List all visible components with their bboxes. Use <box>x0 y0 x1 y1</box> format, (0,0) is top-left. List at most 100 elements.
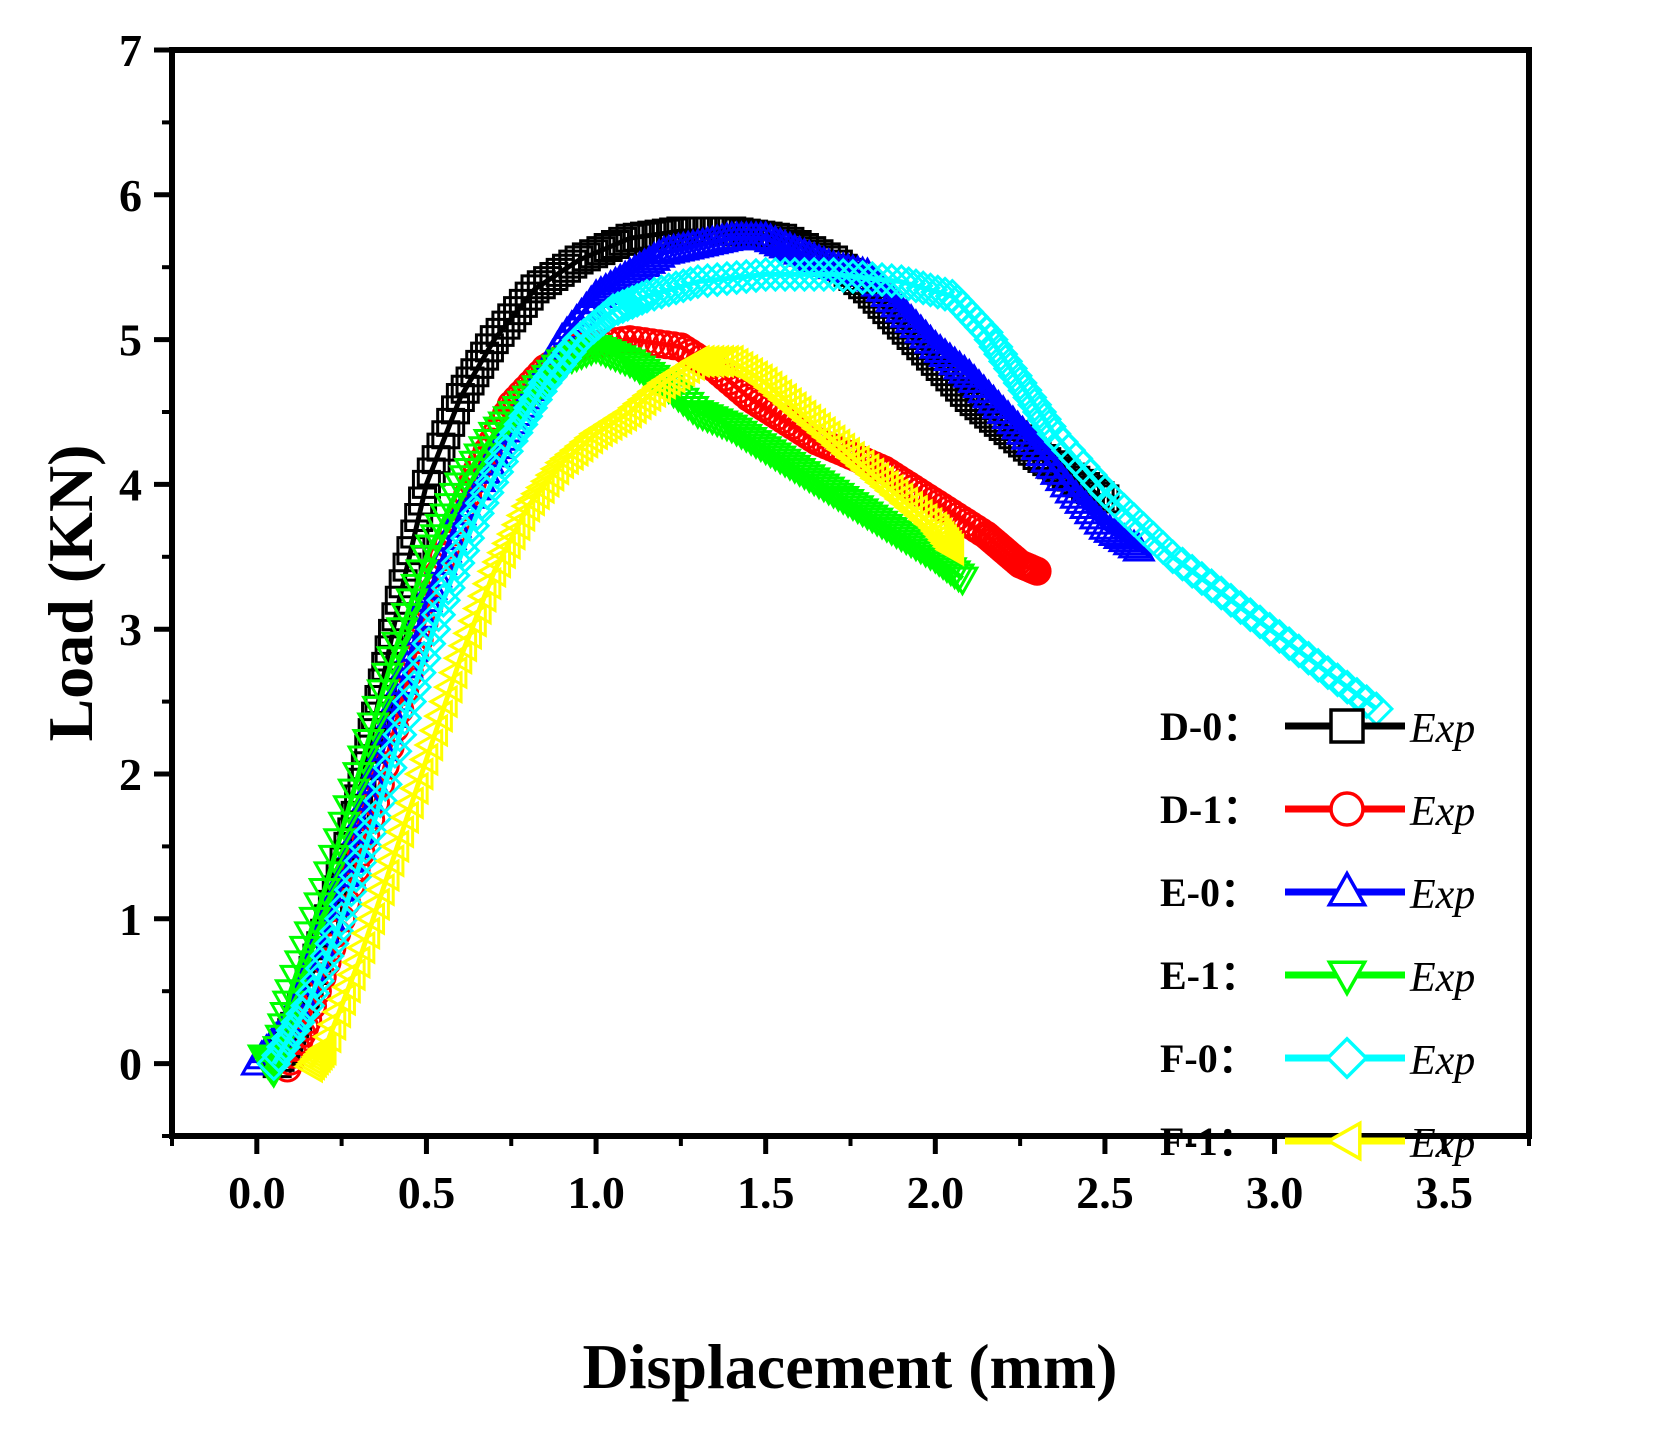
marker-F-0 <box>604 288 641 325</box>
marker-F-0 <box>1007 372 1043 409</box>
marker-F-0 <box>1290 640 1327 676</box>
marker-F-0 <box>1261 618 1298 655</box>
marker-F-1 <box>505 498 536 533</box>
marker-E-0 <box>777 232 812 263</box>
marker-D-1 <box>644 329 674 359</box>
legend-marker <box>1326 870 1368 907</box>
marker-D-0 <box>551 253 581 283</box>
marker-F-0 <box>595 292 631 329</box>
marker-F-0 <box>629 278 665 314</box>
marker-F-1 <box>500 507 531 542</box>
marker-F-0 <box>689 262 726 299</box>
legend-exp-label: Exp <box>1409 706 1475 752</box>
x-tick-label: 0.0 <box>228 1167 286 1218</box>
series-line-F-0 <box>271 271 1378 1065</box>
legend-label: D-1： <box>1160 787 1262 832</box>
marker-F-0 <box>997 358 1034 394</box>
marker-F-1 <box>408 742 439 777</box>
marker-F-1 <box>432 670 463 704</box>
marker-F-1 <box>490 526 521 561</box>
marker-F-0 <box>299 963 336 999</box>
marker-F-0 <box>624 280 660 316</box>
marker-F-0 <box>294 975 331 1011</box>
marker-F-0 <box>912 272 949 308</box>
marker-F-0 <box>1174 553 1210 590</box>
marker-F-0 <box>1021 394 1058 430</box>
marker-F-1 <box>510 489 541 523</box>
marker-F-1 <box>413 728 444 762</box>
marker-F-0 <box>890 266 927 302</box>
marker-F-1 <box>534 458 565 492</box>
marker-D-1 <box>1022 556 1052 586</box>
legend-exp-label: Exp <box>1409 872 1475 918</box>
marker-F-0 <box>1232 596 1269 633</box>
marker-F-1 <box>403 757 434 791</box>
x-tick-label: 2.5 <box>1076 1167 1134 1218</box>
marker-E-0 <box>792 238 827 269</box>
marker-E-0 <box>758 224 793 255</box>
marker-E-0 <box>748 220 783 251</box>
marker-F-0 <box>1193 568 1230 604</box>
legend-marker <box>1329 708 1365 744</box>
marker-F-0 <box>522 373 559 410</box>
marker-F-0 <box>512 390 549 426</box>
marker-F-1 <box>481 545 512 579</box>
marker-F-0 <box>498 414 534 451</box>
marker-F-0 <box>449 520 486 556</box>
marker-F-0 <box>430 570 466 606</box>
marker-F-0 <box>280 1004 316 1040</box>
marker-F-0 <box>517 381 554 418</box>
marker-F-0 <box>309 938 345 974</box>
marker-F-0 <box>898 268 934 304</box>
legend-label: F-1： <box>1160 1119 1258 1164</box>
marker-F-1 <box>364 872 395 907</box>
marker-F-0 <box>1271 625 1307 662</box>
marker-F-0 <box>1329 669 1365 705</box>
marker-D-0 <box>526 270 556 300</box>
marker-F-1 <box>369 858 400 893</box>
marker-F-1 <box>427 684 458 719</box>
marker-D-0 <box>954 383 984 413</box>
legend-marker <box>1326 960 1368 997</box>
marker-F-1 <box>704 344 734 379</box>
marker-F-0 <box>260 1037 297 1074</box>
marker-D-0 <box>441 395 471 425</box>
marker-E-1 <box>945 566 980 597</box>
y-tick-label: 0 <box>119 1039 142 1090</box>
marker-F-1 <box>340 945 371 980</box>
legend-label: E-1： <box>1160 953 1260 998</box>
marker-E-0 <box>787 236 822 267</box>
marker-F-0 <box>275 1012 311 1049</box>
marker-F-0 <box>680 263 716 300</box>
y-axis-title: Load (KN) <box>35 445 106 742</box>
marker-F-0 <box>987 343 1024 380</box>
legend-marker <box>1325 1120 1362 1162</box>
marker-F-0 <box>1300 647 1336 684</box>
marker-F-0 <box>1184 560 1220 597</box>
marker-F-1 <box>476 554 507 589</box>
marker-F-1 <box>389 800 419 835</box>
legend-exp-label: Exp <box>1409 955 1475 1001</box>
marker-D-0 <box>520 274 550 304</box>
marker-E-1 <box>937 560 972 591</box>
legend-label: E-0： <box>1160 870 1260 915</box>
marker-D-0 <box>608 226 638 256</box>
marker-F-1 <box>359 887 390 922</box>
marker-F-1 <box>529 464 560 499</box>
legend-item-E-1: E-1： Exp <box>1160 953 1475 1001</box>
marker-F-0 <box>905 270 941 306</box>
marker-F-1 <box>694 344 725 379</box>
marker-E-1 <box>941 563 976 594</box>
x-tick-label: 1.5 <box>737 1167 795 1218</box>
marker-F-0 <box>920 274 956 310</box>
marker-F-0 <box>643 274 680 310</box>
marker-E-0 <box>1015 425 1050 455</box>
marker-F-0 <box>445 532 481 569</box>
y-tick-label: 5 <box>119 315 142 366</box>
legend-item-F-0: F-0： Exp <box>1160 1036 1475 1084</box>
marker-F-0 <box>1213 582 1249 618</box>
marker-F-0 <box>314 925 350 962</box>
series-layer <box>239 216 1395 1089</box>
marker-F-0 <box>440 545 476 581</box>
x-tick-label: 2.0 <box>907 1167 965 1218</box>
